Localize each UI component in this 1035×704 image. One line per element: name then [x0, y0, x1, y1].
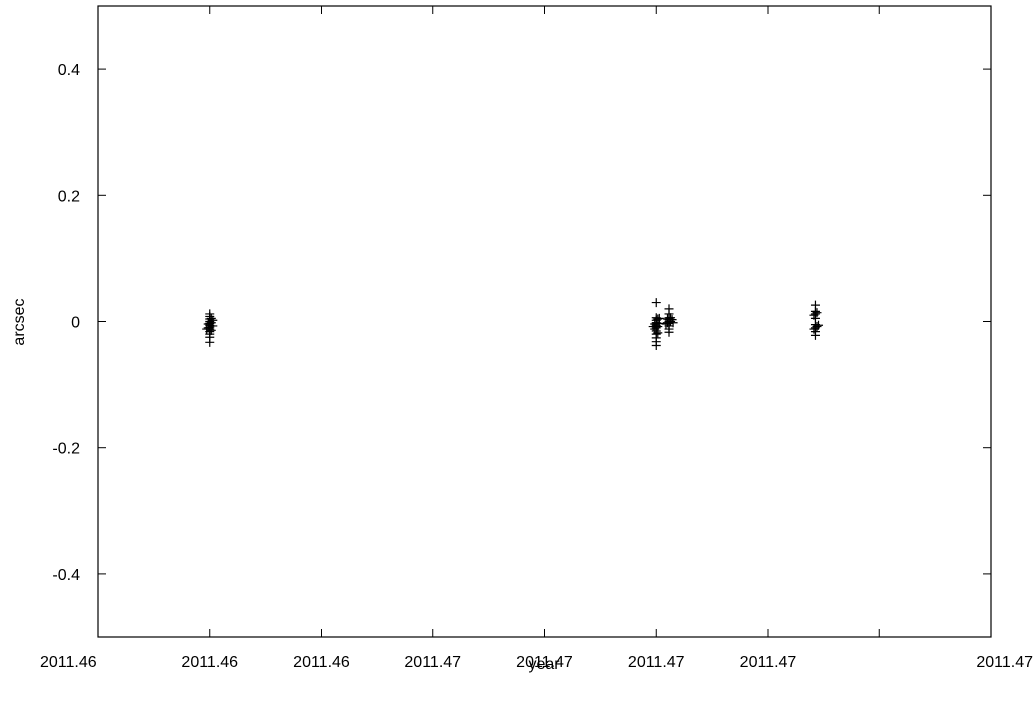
x-tick-label: 2011.47	[404, 654, 461, 671]
data-point	[661, 319, 671, 329]
y-tick-labels: 0.4 0.2 0 -0.2 -0.4	[52, 62, 80, 584]
data-point	[208, 315, 218, 325]
data-point	[205, 337, 215, 347]
data-point	[664, 327, 674, 337]
data-point	[202, 324, 212, 334]
data-point	[668, 318, 678, 328]
x-tick-label: 2011.46	[181, 654, 238, 671]
x-axis-label: year	[528, 656, 560, 673]
data-point	[651, 340, 661, 350]
y-tick-label: 0	[71, 315, 80, 332]
x-tick-label: 2011.47	[628, 654, 685, 671]
y-tick-label: -0.4	[52, 567, 80, 584]
y-tick-label: 0.2	[58, 188, 80, 205]
x-tick-labels: 2011.46 2011.46 2011.46 2011.47 2011.47 2011.…	[40, 654, 1033, 671]
y-tick-label: -0.2	[52, 441, 80, 458]
x-tick-label: 2011.47	[516, 654, 573, 671]
data-point	[648, 322, 658, 332]
data-point	[814, 320, 824, 330]
x-tick-label: 2011.46	[40, 654, 97, 671]
data-point	[653, 314, 663, 324]
data-point	[203, 323, 213, 333]
x-tick-label: 2011.47	[976, 654, 1033, 671]
data-point	[651, 298, 661, 308]
data-point	[809, 324, 819, 334]
plot-frame	[97, 5, 992, 638]
data-point	[809, 310, 819, 320]
x-tick-label: 2011.47	[740, 654, 797, 671]
y-axis-label: arcsec	[11, 298, 28, 345]
x-tick-label: 2011.46	[293, 654, 350, 671]
axis-ticks	[97, 6, 991, 637]
data-point	[654, 318, 664, 328]
y-tick-label: 0.4	[58, 62, 80, 79]
data-points	[202, 298, 824, 350]
data-point	[810, 330, 820, 340]
